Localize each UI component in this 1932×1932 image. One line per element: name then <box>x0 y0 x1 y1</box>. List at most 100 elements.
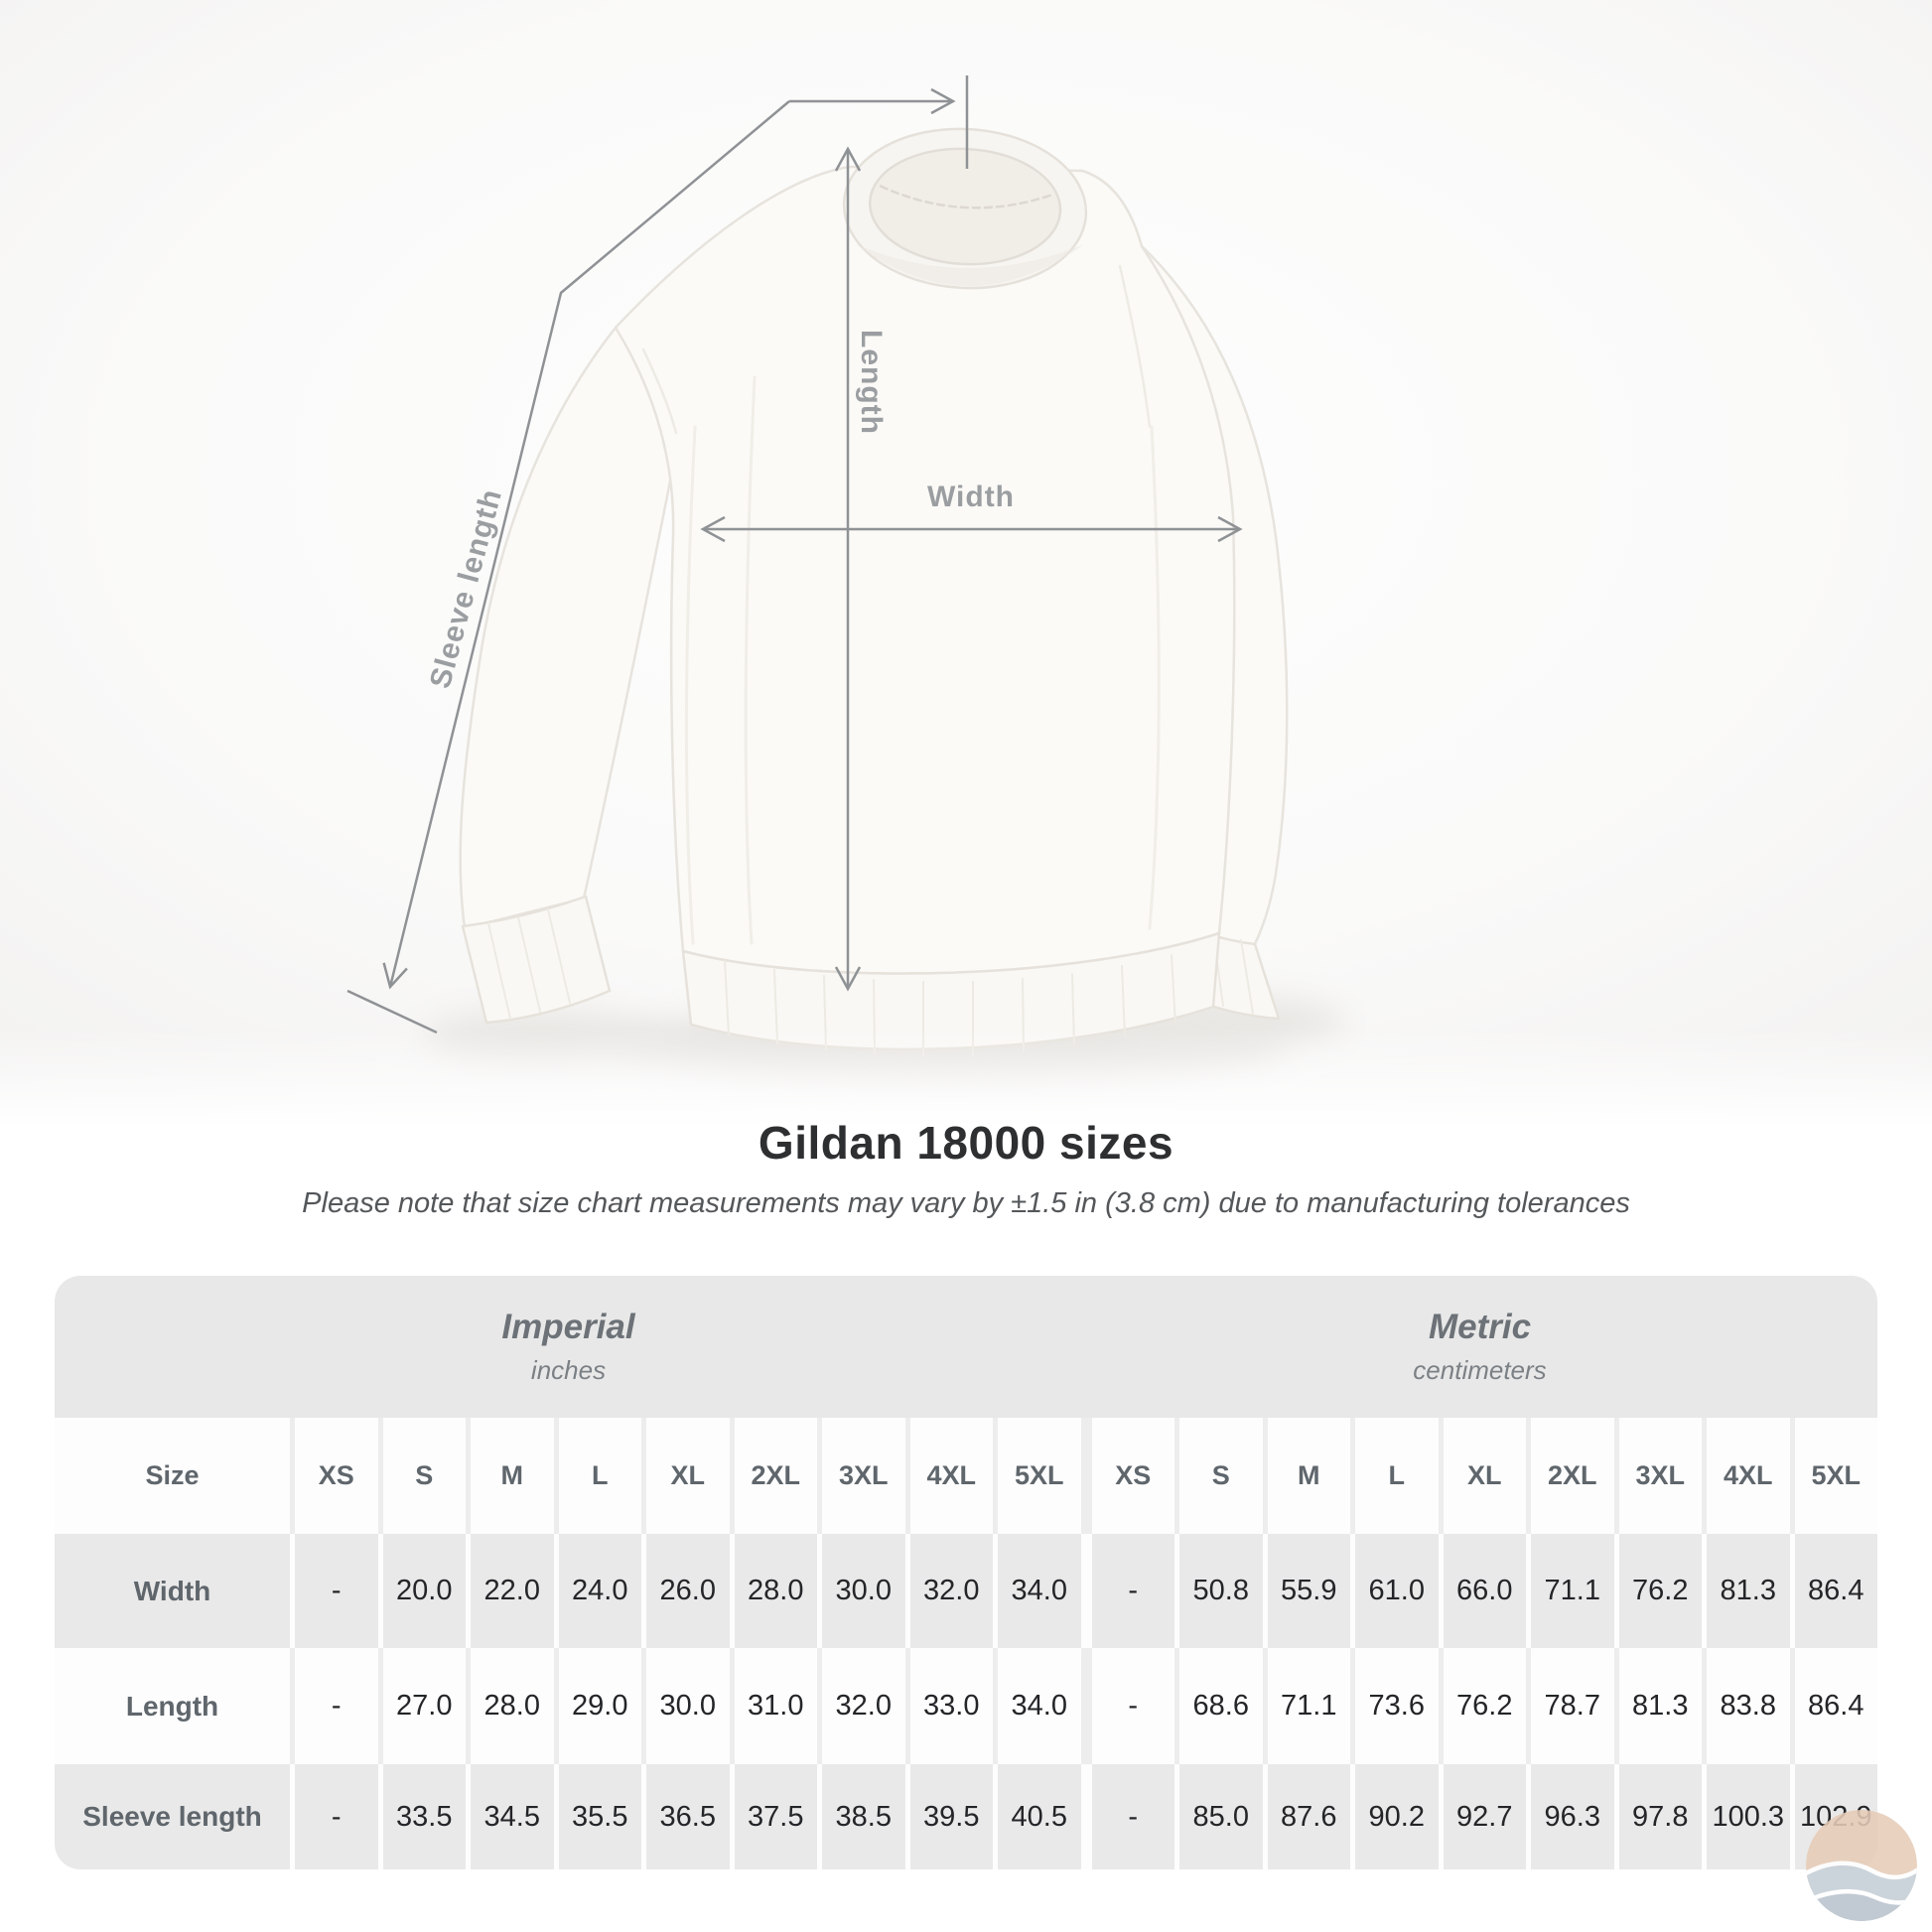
table-cell-imperial-XL-text: 36.5 <box>659 1800 716 1833</box>
sleeve-length-line-diagonal <box>382 100 790 990</box>
table-cell-metric-S: 85.0 <box>1174 1764 1263 1869</box>
table-cell-metric-5XL: 86.4 <box>1789 1648 1878 1764</box>
size-col-header-imperial-S: S <box>377 1418 467 1534</box>
imperial-unit: inches <box>530 1355 607 1386</box>
table-cell-metric-S-text: 68.6 <box>1192 1690 1249 1722</box>
table-cell-imperial-L: 24.0 <box>553 1534 642 1648</box>
left-cuff-ribs <box>487 908 571 1020</box>
waistband-ribs <box>724 954 1176 1056</box>
sweatshirt-diagram-svg: Length Width Sleeve length <box>0 0 1932 1127</box>
table-cell-metric-M: 71.1 <box>1262 1648 1351 1764</box>
table-cell-imperial-S-text: 33.5 <box>396 1800 453 1833</box>
table-cell-imperial-M-text: 28.0 <box>483 1690 540 1722</box>
table-cell-imperial-2XL: 37.5 <box>729 1764 818 1869</box>
table-cell-imperial-5XL: 40.5 <box>993 1764 1081 1869</box>
table-cell-imperial-M: 34.5 <box>466 1764 554 1869</box>
table-cell-metric-XS-text: - <box>1128 1800 1139 1833</box>
table-cell-metric-3XL: 97.8 <box>1613 1764 1703 1869</box>
table-cell-metric-4XL-text: 81.3 <box>1720 1575 1776 1606</box>
table-cell-imperial-M-text: 22.0 <box>483 1575 540 1606</box>
table-cell-imperial-3XL: 38.5 <box>817 1764 905 1869</box>
table-cell-imperial-L: 29.0 <box>553 1648 642 1764</box>
table-cell-metric-5XL: 86.4 <box>1789 1534 1878 1648</box>
size-col-header-metric-4XL: 4XL <box>1702 1418 1790 1534</box>
table-cell-metric-XL-text: 66.0 <box>1456 1575 1513 1606</box>
table-cell-imperial-XS-text: - <box>331 1800 342 1833</box>
table-cell-metric-XS-text: - <box>1128 1690 1139 1722</box>
table-cell-imperial-S-text: 27.0 <box>396 1690 453 1722</box>
table-cell-imperial-4XL-text: 32.0 <box>923 1575 980 1606</box>
row-label-width-text: Width <box>133 1575 211 1606</box>
table-cell-imperial-M: 22.0 <box>466 1534 554 1648</box>
size-col-header-metric-M-text: M <box>1298 1460 1320 1490</box>
table-cell-imperial-XS: - <box>290 1648 378 1764</box>
table-cell-imperial-3XL: 32.0 <box>817 1648 905 1764</box>
table-cell-metric-3XL: 81.3 <box>1613 1648 1703 1764</box>
table-cell-imperial-5XL-text: 40.5 <box>1011 1800 1067 1833</box>
table-cell-imperial-XS-text: - <box>331 1690 342 1722</box>
tolerance-note: Please note that size chart measurements… <box>302 1187 1630 1219</box>
size-col-header-metric-3XL: 3XL <box>1613 1418 1703 1534</box>
table-rows: Width - 20.0 22.0 24.0 26.0 28.0 30.0 32.0 34.0 - 5… <box>55 1534 1877 1869</box>
table-cell-metric-4XL-text: 100.3 <box>1712 1800 1785 1833</box>
table-row-length: Length - 27.0 28.0 29.0 30.0 31.0 32.0 33.0 34.0 -… <box>55 1648 1877 1764</box>
metric-heading: Metric <box>1428 1307 1532 1346</box>
table-cell-metric-4XL: 81.3 <box>1702 1534 1790 1648</box>
table-cell-imperial-2XL: 28.0 <box>729 1534 818 1648</box>
left-cuff <box>461 895 612 1025</box>
imperial-heading: Imperial <box>501 1307 635 1346</box>
table-cell-metric-S-text: 85.0 <box>1192 1800 1249 1833</box>
table-cell-metric-XS: - <box>1080 1534 1175 1648</box>
table-cell-metric-L: 73.6 <box>1350 1648 1439 1764</box>
size-col-header-imperial-4XL: 4XL <box>904 1418 994 1534</box>
unit-group-band: Imperial inches Metric centimeters <box>55 1276 1877 1418</box>
size-column-header-text: Size <box>145 1460 200 1490</box>
table-cell-metric-3XL-text: 76.2 <box>1632 1575 1689 1606</box>
table-cell-imperial-XS: - <box>290 1764 378 1869</box>
table-cell-imperial-S-text: 20.0 <box>396 1575 453 1606</box>
table-cell-imperial-3XL-text: 38.5 <box>835 1800 892 1833</box>
table-cell-imperial-XL-text: 30.0 <box>659 1690 716 1722</box>
row-label-sleeve-length-text: Sleeve length <box>82 1801 262 1832</box>
table-cell-imperial-2XL: 31.0 <box>729 1648 818 1764</box>
table-cell-metric-XL: 76.2 <box>1438 1648 1527 1764</box>
table-cell-imperial-2XL-text: 28.0 <box>748 1575 804 1606</box>
table-cell-imperial-XL: 36.5 <box>641 1764 730 1869</box>
table-cell-imperial-4XL-text: 39.5 <box>923 1800 980 1833</box>
size-col-header-metric-5XL-text: 5XL <box>1811 1460 1862 1490</box>
row-label-length: Length <box>55 1648 290 1764</box>
size-col-header-imperial-M: M <box>466 1418 554 1534</box>
table-cell-imperial-3XL: 30.0 <box>817 1534 905 1648</box>
size-col-header-imperial-L-text: L <box>592 1460 609 1490</box>
table-cell-imperial-5XL: 34.0 <box>993 1534 1081 1648</box>
table-cell-metric-S: 68.6 <box>1174 1648 1263 1764</box>
under-collar-shadow <box>856 244 1084 286</box>
table-cell-metric-XS-text: - <box>1128 1575 1139 1606</box>
width-label: Width <box>927 481 1015 513</box>
table-cell-imperial-2XL-text: 37.5 <box>748 1800 804 1833</box>
body-panel <box>614 165 1236 975</box>
table-cell-imperial-S: 33.5 <box>377 1764 467 1869</box>
table-cell-metric-5XL-text: 86.4 <box>1808 1575 1864 1606</box>
size-col-header-metric-L-text: L <box>1388 1460 1406 1490</box>
photo-bottom-fade <box>0 1028 1932 1127</box>
table-cell-metric-XS: - <box>1080 1764 1175 1869</box>
table-cell-imperial-4XL: 33.0 <box>904 1648 994 1764</box>
table-cell-metric-5XL-text: 86.4 <box>1808 1690 1864 1722</box>
table-cell-imperial-3XL-text: 32.0 <box>835 1690 892 1722</box>
size-col-header-metric-2XL-text: 2XL <box>1547 1460 1597 1490</box>
size-col-header-imperial-XL: XL <box>641 1418 730 1534</box>
metric-unit: centimeters <box>1413 1355 1547 1386</box>
table-row-sleeve-length: Sleeve length - 33.5 34.5 35.5 36.5 37.5 38.5 39… <box>55 1764 1877 1869</box>
wave-circle-logo <box>1806 1810 1917 1921</box>
size-col-header-metric-XL: XL <box>1438 1418 1527 1534</box>
size-col-header-metric-S-text: S <box>1211 1460 1230 1490</box>
size-col-header-imperial-XS: XS <box>290 1418 378 1534</box>
table-cell-imperial-XS: - <box>290 1534 378 1648</box>
table-cell-imperial-5XL-text: 34.0 <box>1011 1575 1067 1606</box>
unit-group-imperial: Imperial inches <box>55 1276 1082 1418</box>
sleeve-length-end-tick <box>346 989 438 1035</box>
table-cell-metric-S: 50.8 <box>1174 1534 1263 1648</box>
table-cell-metric-XL-text: 92.7 <box>1456 1800 1513 1833</box>
collar <box>842 127 1088 290</box>
